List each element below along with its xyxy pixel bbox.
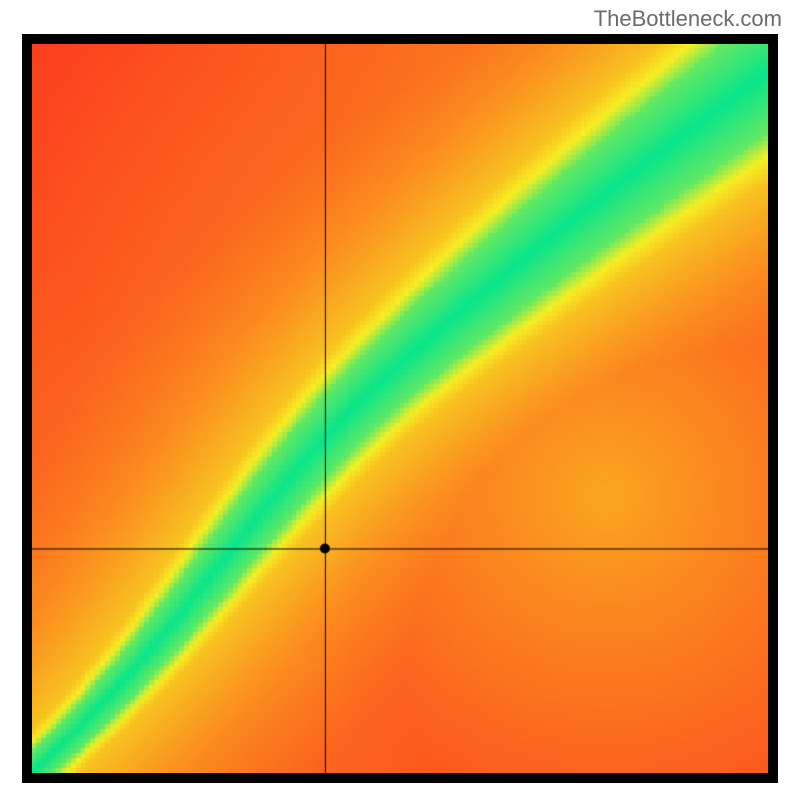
watermark-text: TheBottleneck.com	[594, 6, 782, 32]
chart-container: TheBottleneck.com	[0, 0, 800, 800]
overlay-canvas	[32, 44, 768, 773]
